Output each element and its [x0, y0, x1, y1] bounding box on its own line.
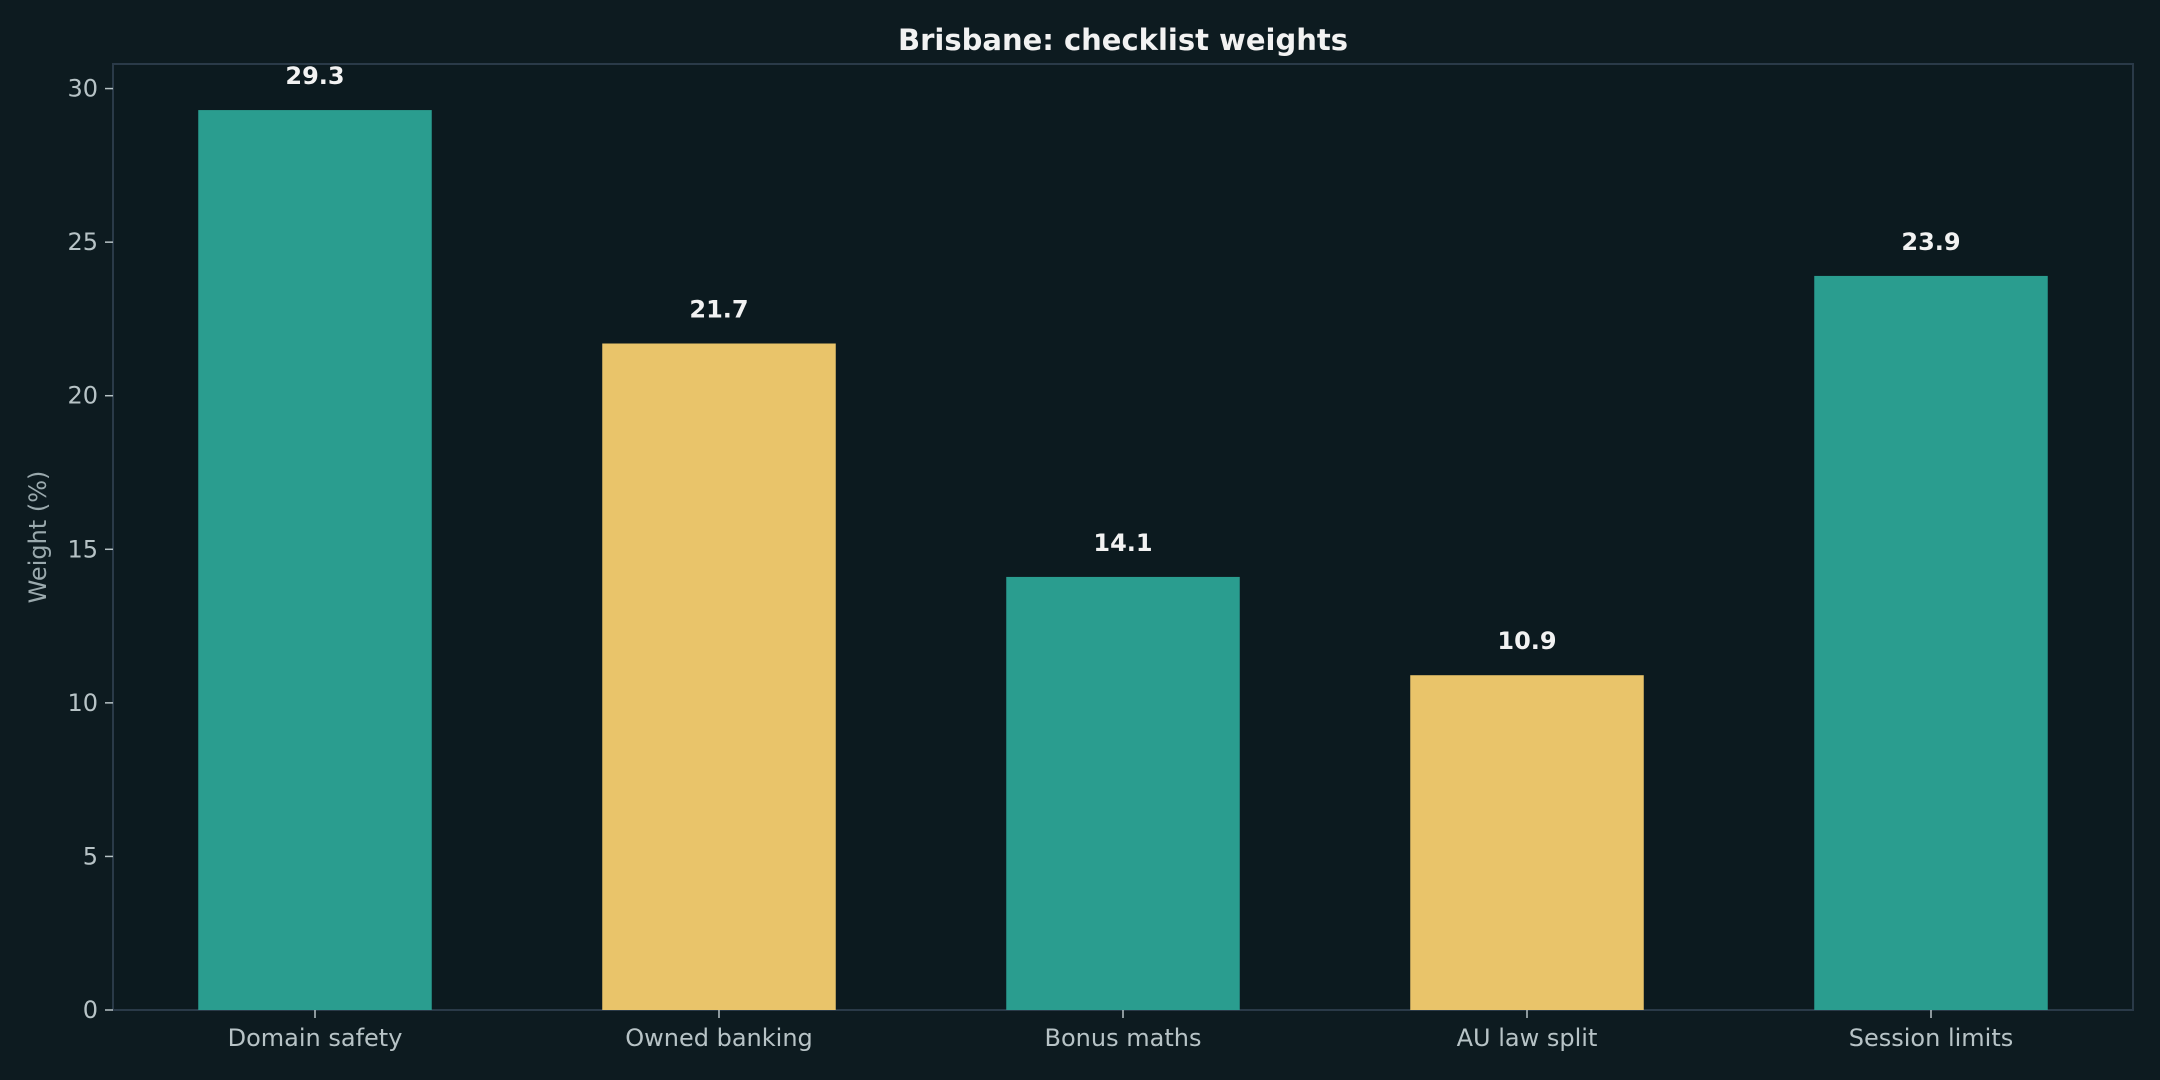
x-tick-label: AU law split: [1457, 1024, 1598, 1052]
bar-value-label: 21.7: [689, 296, 748, 324]
bar: [198, 110, 432, 1011]
bar-value-label: 10.9: [1497, 627, 1556, 655]
bar-value-label: 14.1: [1093, 529, 1152, 557]
x-tick-label: Owned banking: [625, 1024, 813, 1052]
y-tick-label: 30: [67, 75, 98, 103]
x-tick-label: Domain safety: [228, 1024, 403, 1052]
y-tick-label: 15: [67, 535, 98, 563]
bar-value-label: 29.3: [285, 62, 344, 90]
y-tick-label: 20: [67, 382, 98, 410]
x-axis: Domain safety Owned banking Bonus maths AU …: [228, 1010, 2014, 1052]
x-tick-label: Bonus maths: [1045, 1024, 1202, 1052]
chart-title: Brisbane: checklist weights: [898, 23, 1348, 57]
bar: [602, 343, 836, 1010]
y-tick-label: 5: [83, 842, 98, 870]
bar-value-label: 23.9: [1901, 228, 1960, 256]
bar: [1814, 275, 2048, 1010]
y-axis: 0 5 10 15 20 25 30: [67, 75, 113, 1024]
y-tick-label: 0: [83, 996, 98, 1024]
y-tick-label: 10: [67, 689, 98, 717]
bar: [1006, 576, 1240, 1010]
bars: 29.3 21.7 14.1 10.9 23.9: [198, 62, 2048, 1011]
y-tick-label: 25: [67, 228, 98, 256]
y-axis-label: Weight (%): [24, 471, 52, 604]
x-tick-label: Session limits: [1849, 1024, 2014, 1052]
bar: [1410, 675, 1644, 1010]
